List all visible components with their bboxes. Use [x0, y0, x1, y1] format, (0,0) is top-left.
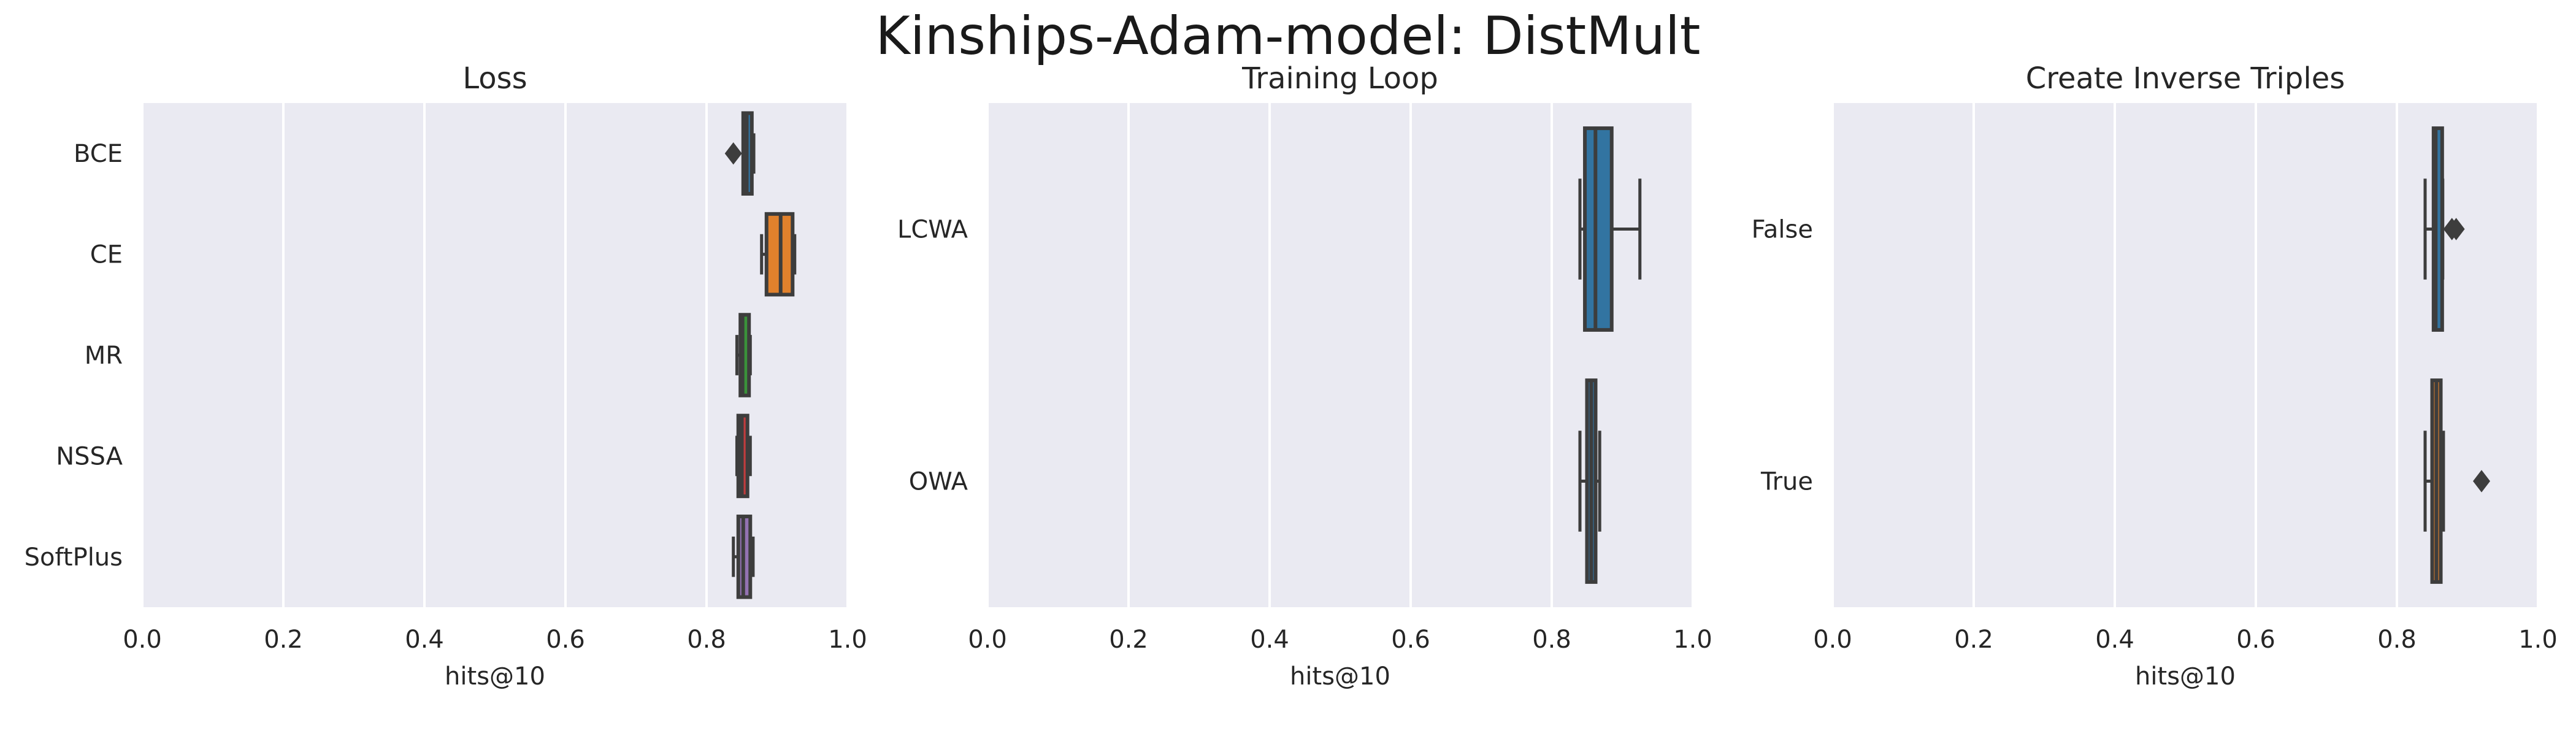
plot-area: [1833, 103, 2538, 607]
box-owa: OWA: [909, 378, 1601, 584]
y-tick-label: NSSA: [56, 442, 123, 470]
plot-area: [987, 103, 1693, 607]
subplot-title: Training Loop: [1241, 61, 1438, 96]
y-tick-label: MR: [85, 342, 123, 370]
y-tick-label: OWA: [909, 468, 968, 496]
outlier-marker: [2473, 470, 2490, 493]
subplot-1: 0.0 0.2 0.4 0.6 0.8 1.0 hits@10 Loss BCE CE MR NSSA…: [25, 61, 867, 691]
subplot-title: Loss: [462, 61, 527, 96]
x-tick-label: 0.6: [2236, 626, 2275, 654]
x-tick-label: 0.2: [1109, 626, 1148, 654]
plot-area: [142, 103, 848, 607]
box-nssa: NSSA: [56, 413, 752, 499]
x-tick-label: 0.4: [1250, 626, 1289, 654]
box-false: False: [1752, 126, 2465, 332]
y-tick-label: BCE: [74, 140, 123, 168]
x-axis-label: hits@10: [1290, 662, 1390, 691]
x-tick-label: 1.0: [2518, 626, 2558, 654]
subplot-title: Create Inverse Triples: [2026, 61, 2345, 96]
x-axis-label: hits@10: [2135, 662, 2236, 691]
subplot-3: 0.0 0.2 0.4 0.6 0.8 1.0 hits@10 Create Inverse …: [1752, 61, 2558, 691]
outlier-marker: [724, 142, 742, 165]
x-tick-label: 0.2: [1954, 626, 1993, 654]
x-axis-label: hits@10: [445, 662, 545, 691]
box-bce: BCE: [74, 111, 756, 196]
x-tick-label: 0.0: [1813, 626, 1852, 654]
x-tick-label: 0.8: [687, 626, 726, 654]
x-tick-label: 0.8: [2377, 626, 2417, 654]
x-tick-label: 0.2: [264, 626, 303, 654]
y-tick-label: LCWA: [897, 216, 968, 244]
outlier-marker: [2447, 218, 2465, 240]
x-tick-label: 0.6: [546, 626, 585, 654]
x-tick-label: 0.0: [123, 626, 162, 654]
box-true: True: [1760, 378, 2490, 584]
x-tick-label: 1.0: [828, 626, 867, 654]
figure-title: Kinships-Adam-model: DistMult: [875, 6, 1701, 67]
y-tick-label: False: [1752, 216, 1813, 244]
box-body: [1583, 126, 1614, 332]
subplot-2: 0.0 0.2 0.4 0.6 0.8 1.0 hits@10 Training Loop LC…: [897, 61, 1712, 691]
box-mr: MR: [85, 313, 752, 397]
x-tick-label: 0.6: [1391, 626, 1430, 654]
box-lcwa: LCWA: [897, 126, 1642, 332]
y-tick-label: CE: [90, 241, 123, 269]
y-tick-label: SoftPlus: [25, 543, 123, 572]
x-tick-label: 0.0: [968, 626, 1007, 654]
x-tick-label: 0.4: [405, 626, 444, 654]
x-tick-label: 0.8: [1532, 626, 1571, 654]
x-tick-label: 0.4: [2095, 626, 2134, 654]
x-tick-label: 1.0: [1673, 626, 1712, 654]
y-tick-label: True: [1760, 468, 1813, 496]
box-ce: CE: [90, 212, 797, 297]
box-softplus: SoftPlus: [25, 515, 755, 599]
